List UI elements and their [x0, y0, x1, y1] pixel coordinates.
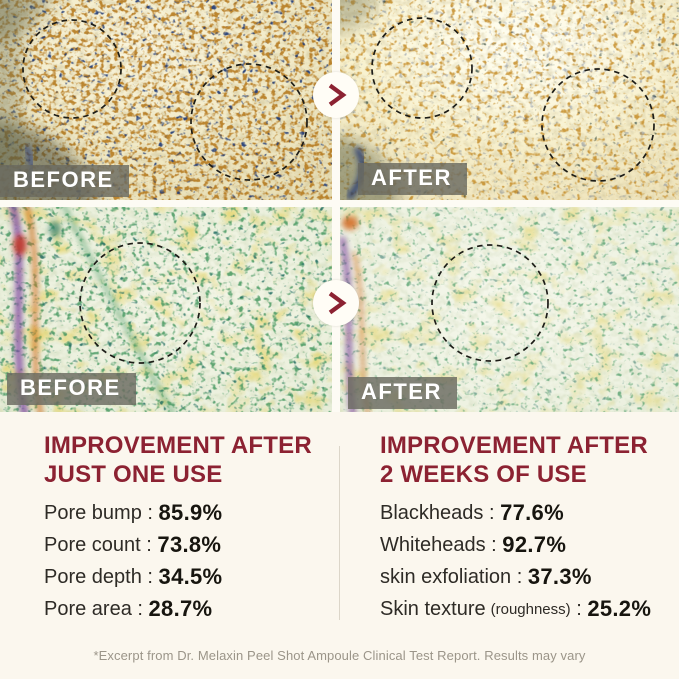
title-line: IMPROVEMENT AFTER: [380, 432, 648, 459]
stat-separator: :: [131, 597, 149, 620]
stat-value: 25.2%: [587, 596, 652, 621]
stat-label: Pore bump: [44, 501, 142, 524]
stat-row: skin exfoliation : 37.3%: [380, 561, 651, 593]
micrograph-texture-after: AFTER: [340, 207, 679, 412]
focus-circle: [79, 242, 201, 364]
before-after-arrow: [313, 72, 359, 118]
stat-label: Whiteheads: [380, 533, 486, 556]
micrograph-pores-after: AFTER: [340, 0, 679, 200]
stat-value: 34.5%: [158, 564, 223, 589]
two-weeks-stats: Blackheads : 77.6% Whiteheads : 92.7% sk…: [380, 497, 651, 625]
chevron-right-icon: [328, 291, 347, 315]
stat-row: Pore area : 28.7%: [44, 593, 222, 625]
title-line: IMPROVEMENT AFTER: [44, 432, 312, 459]
focus-circle: [371, 17, 473, 119]
stat-separator: :: [140, 533, 158, 556]
title-line: 2 WEEKS OF USE: [380, 461, 587, 488]
stat-label-note: (roughness): [490, 600, 571, 618]
before-label: BEFORE: [7, 373, 136, 405]
before-after-arrow: [313, 280, 359, 326]
chevron-right-icon: [328, 83, 347, 107]
focus-circle: [431, 244, 549, 362]
stat-row: Pore count : 73.8%: [44, 529, 222, 561]
stat-separator: :: [511, 565, 528, 588]
title-line: JUST ONE USE: [44, 461, 223, 488]
stat-separator: :: [485, 533, 503, 556]
stat-row: Blackheads : 77.6%: [380, 497, 651, 529]
skin-texture-image: [340, 0, 679, 200]
stat-separator: :: [483, 501, 501, 524]
stat-label: Skin texture: [380, 597, 486, 620]
stat-row: Skin texture (roughness) : 25.2%: [380, 593, 651, 625]
two-weeks-title: IMPROVEMENT AFTER 2 WEEKS OF USE: [380, 431, 648, 489]
stat-label: Pore depth: [44, 565, 142, 588]
micrograph-texture-before: BEFORE: [0, 207, 332, 412]
after-label: AFTER: [358, 163, 467, 195]
stat-label: skin exfoliation: [380, 565, 512, 588]
stat-separator: :: [570, 597, 588, 620]
stat-value: 92.7%: [502, 532, 567, 557]
before-label: BEFORE: [0, 165, 129, 197]
stat-row: Whiteheads : 92.7%: [380, 529, 651, 561]
after-label: AFTER: [348, 377, 457, 409]
stat-value: 85.9%: [158, 500, 223, 525]
stat-row: Pore depth : 34.5%: [44, 561, 222, 593]
micrograph-pores-before: BEFORE: [0, 0, 332, 200]
stat-label: Blackheads: [380, 501, 484, 524]
stat-label: Pore count: [44, 533, 141, 556]
focus-circle: [541, 68, 655, 182]
skin-texture-image: [340, 207, 679, 412]
focus-circle: [190, 63, 308, 181]
stat-value: 28.7%: [148, 596, 213, 621]
stat-row: Pore bump : 85.9%: [44, 497, 222, 529]
stat-value: 77.6%: [500, 500, 564, 525]
stat-separator: :: [141, 565, 159, 588]
one-use-stats: Pore bump : 85.9% Pore count : 73.8% Por…: [44, 497, 222, 625]
focus-circle: [22, 19, 122, 119]
stat-label: Pore area: [44, 597, 132, 620]
disclaimer-text: *Excerpt from Dr. Melaxin Peel Shot Ampo…: [93, 648, 586, 663]
column-divider: [339, 446, 340, 620]
stat-value: 73.8%: [157, 532, 222, 557]
stat-value: 37.3%: [527, 564, 592, 589]
one-use-title: IMPROVEMENT AFTER JUST ONE USE: [44, 431, 312, 489]
stat-separator: :: [141, 501, 159, 524]
